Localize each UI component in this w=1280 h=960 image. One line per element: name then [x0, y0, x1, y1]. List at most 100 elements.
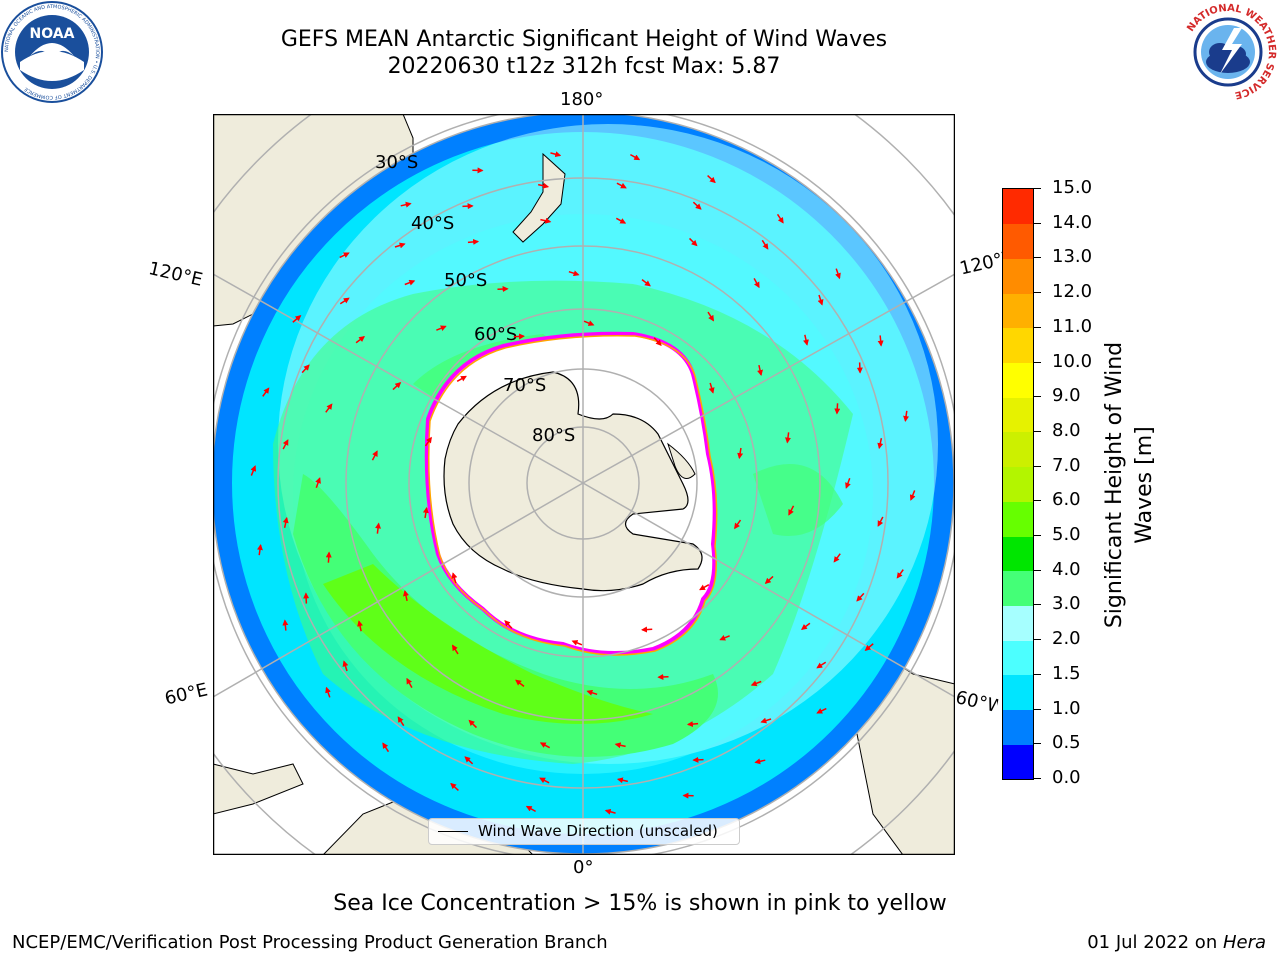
wave-direction-arrow: [467, 238, 480, 245]
wave-direction-arrow: [754, 758, 766, 765]
lon-label-120e: 120°E: [146, 258, 205, 291]
wave-direction-arrow: [753, 277, 760, 289]
colorbar-tick-label: 14.0: [1052, 211, 1093, 233]
wave-direction-arrow: [456, 375, 467, 382]
wave-direction-arrow: [436, 325, 447, 331]
wave-direction-arrow: [451, 644, 459, 655]
colorbar-segment: [1003, 223, 1033, 259]
wave-direction-arrow: [686, 721, 699, 728]
colorbar-tick-label: 10.0: [1052, 350, 1093, 372]
colorbar-tick-label: 5.0: [1052, 524, 1081, 546]
africa-land: [213, 763, 304, 815]
colorbar: [1002, 188, 1034, 780]
wave-direction-arrow: [803, 334, 809, 346]
chart-title: GEFS MEAN Antarctic Significant Height o…: [280, 27, 888, 52]
wave-direction-arrow: [877, 437, 884, 450]
chart-subtitle: 20220630 t12z 312h fcst Max: 5.87: [387, 54, 781, 79]
wave-direction-arrow: [776, 213, 784, 224]
footer-machine: Hera: [1222, 932, 1266, 953]
colorbar-tick: [1034, 569, 1041, 571]
colorbar-tick-label: 9.0: [1052, 385, 1081, 407]
colorbar-tick: [1034, 396, 1041, 398]
wave-direction-arrow: [504, 619, 513, 629]
footer-credit: NCEP/EMC/Verification Post Processing Pr…: [12, 932, 608, 953]
colorbar-tick-label: 1.5: [1052, 662, 1081, 684]
wave-direction-arrow: [342, 660, 349, 672]
colorbar-tick-label: 1.0: [1052, 697, 1081, 719]
colorbar-segment: [1003, 640, 1033, 676]
wave-direction-arrow: [583, 320, 595, 326]
wave-direction-arrow: [325, 686, 331, 698]
wave-direction-arrow: [761, 239, 769, 250]
wave-direction-arrow: [371, 450, 378, 461]
colorbar-segment: [1003, 327, 1033, 364]
colorbar-segment: [1003, 397, 1033, 433]
wave-direction-arrow: [568, 270, 580, 277]
wave-direction-arrow: [382, 742, 390, 753]
colorbar-tick: [1034, 361, 1041, 363]
wave-direction-arrow: [641, 279, 651, 287]
wave-direction-arrow: [784, 432, 791, 444]
wave-direction-arrow: [571, 640, 583, 646]
noaa-logo: NOAA NATIONAL OCEANIC AND ATMOSPHERIC AD…: [1, 1, 103, 103]
colorbar-tick: [1034, 673, 1041, 675]
colorbar-tick-label: 11.0: [1052, 315, 1093, 337]
wave-direction-arrow: [404, 279, 416, 286]
wave-direction-arrow: [877, 335, 884, 347]
wave-direction-arrow: [699, 584, 710, 591]
wave-direction-arrow: [835, 268, 841, 280]
wave-direction-arrow: [760, 717, 772, 724]
lon-label-120w: 120°W: [958, 249, 1007, 280]
wave-direction-arrow: [339, 297, 350, 305]
map-legend: Wind Wave Direction (unscaled): [428, 818, 740, 845]
colorbar-segment: [1003, 605, 1033, 641]
wave-direction-arrow: [375, 522, 382, 534]
wave-direction-arrow: [550, 151, 562, 158]
colorbar-tick: [1034, 604, 1041, 606]
wave-direction-arrow: [856, 592, 865, 602]
wave-direction-arrow: [896, 569, 904, 579]
wave-direction-arrow: [737, 447, 744, 460]
noaa-logo-text: NOAA: [30, 26, 75, 42]
wave-direction-arrow: [424, 436, 432, 447]
wave-direction-arrow: [539, 742, 551, 749]
wave-direction-arrow: [537, 182, 550, 189]
lat-label-70s: 70°S: [503, 375, 546, 396]
lat-label-60s: 60°S: [474, 324, 517, 345]
wave-direction-arrow: [692, 201, 702, 210]
wave-direction-arrow: [734, 519, 742, 530]
colorbar-tick-label: 7.0: [1052, 454, 1081, 476]
wave-direction-arrow: [357, 620, 363, 632]
colorbar-segment: [1003, 674, 1033, 711]
colorbar-tick: [1034, 188, 1041, 189]
colorbar-tick: [1034, 500, 1041, 502]
wave-direction-arrow: [719, 635, 730, 641]
wave-direction-arrow: [513, 333, 525, 340]
wave-direction-arrow: [400, 201, 412, 208]
wave-direction-arrow: [262, 387, 270, 397]
wave-direction-arrow: [325, 403, 333, 413]
wave-direction-arrow: [282, 619, 289, 631]
colorbar-tick-label: 15.0: [1052, 177, 1093, 198]
colorbar-segment: [1003, 536, 1033, 572]
colorbar-segment: [1003, 570, 1033, 606]
colorbar-tick: [1034, 743, 1041, 745]
wave-direction-arrow: [392, 382, 402, 391]
wave-direction-arrow: [816, 707, 827, 714]
colorbar-tick-label: 6.0: [1052, 489, 1081, 511]
colorbar-tick: [1034, 639, 1041, 641]
wave-direction-arrow: [707, 311, 715, 322]
colorbar-tick: [1034, 257, 1041, 259]
wave-direction-arrow: [800, 622, 811, 631]
colorbar-segment: [1003, 744, 1033, 780]
wave-direction-arrow: [764, 575, 774, 584]
wave-direction-arrow: [339, 252, 350, 259]
wave-direction-arrow: [909, 490, 916, 501]
wave-direction-arrow: [788, 505, 795, 516]
wave-direction-arrow: [614, 742, 626, 749]
colorbar-tick: [1034, 326, 1041, 328]
wave-direction-arrow: [903, 410, 910, 422]
colorbar-tick: [1034, 708, 1041, 710]
colorbar-tick-label: 3.0: [1052, 593, 1081, 615]
wave-direction-arrow: [708, 382, 715, 394]
